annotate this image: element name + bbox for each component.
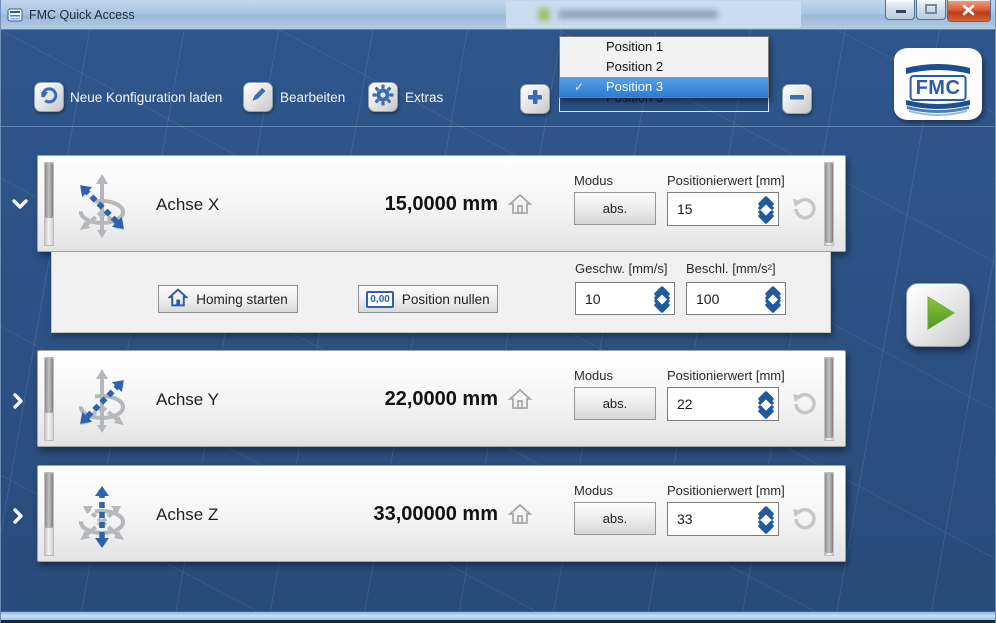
refresh-icon [38, 84, 60, 111]
home-status-icon [507, 502, 533, 531]
remove-position-button[interactable] [782, 84, 812, 114]
axis-name: Achse Y [156, 390, 220, 409]
target-label: Positionierwert [mm] [667, 173, 785, 188]
right-scroll-strip[interactable] [824, 357, 834, 441]
maximize-button[interactable] [916, 0, 946, 20]
redacted-text [558, 10, 718, 19]
scroll-handle[interactable] [45, 358, 53, 413]
position-zero-button[interactable]: 0,00 Position nullen [358, 285, 498, 313]
checkmark-icon: ✓ [574, 80, 585, 94]
edit-button[interactable] [243, 82, 273, 112]
dropdown-item-position-2[interactable]: Position 2 [606, 59, 664, 74]
accel-spinbox [686, 282, 786, 315]
axis-position-value: 15,0000 mm [384, 193, 498, 215]
axis-name: Achse Z [156, 505, 219, 524]
speed-label: Geschw. [mm/s] [575, 261, 668, 276]
dropdown-item-position-1[interactable]: Position 1 [606, 39, 664, 54]
right-scroll-strip[interactable] [824, 162, 834, 246]
load-config-button[interactable] [34, 82, 64, 112]
extras-label: Extras [405, 90, 444, 105]
window-bottom-edge [1, 620, 995, 623]
target-spinbox [667, 502, 779, 536]
redacted-title-text [506, 1, 801, 28]
undo-icon[interactable] [790, 391, 816, 422]
undo-icon[interactable] [790, 196, 816, 227]
spinner-arrows[interactable] [757, 195, 775, 230]
axis-xyz-icon [66, 168, 138, 245]
redacted-icon [538, 8, 550, 21]
left-scroll-strip[interactable] [44, 472, 54, 556]
expand-chevron-axis-y[interactable] [11, 392, 25, 415]
scroll-handle[interactable] [825, 473, 833, 553]
close-button[interactable] [947, 0, 991, 22]
homing-start-button[interactable]: Homing starten [158, 285, 298, 313]
expand-chevron-axis-z[interactable] [11, 507, 25, 530]
target-input[interactable] [668, 503, 756, 535]
axis-card-x: Achse X 15,0000 mm Modus abs. Positionie… [37, 155, 846, 252]
scroll-handle[interactable] [45, 473, 53, 528]
fmc-logo-text: FMC [909, 75, 967, 101]
modus-label: Modus [574, 173, 614, 188]
axis-card-z: Achse Z 33,00000 mm Modus abs. Positioni… [37, 465, 846, 562]
dropdown-item-position-3[interactable]: ✓ Position 3 [560, 77, 768, 97]
modus-label: Modus [574, 483, 614, 498]
modus-button[interactable]: abs. [574, 387, 656, 420]
window-title: FMC Quick Access [29, 8, 135, 22]
target-spinbox [667, 387, 779, 421]
right-scroll-strip[interactable] [824, 472, 834, 556]
app-icon [7, 7, 23, 28]
target-input[interactable] [668, 388, 756, 420]
gear-icon [372, 84, 394, 111]
modus-label: Modus [574, 368, 614, 383]
speed-spinbox [575, 282, 675, 315]
left-scroll-strip[interactable] [44, 357, 54, 441]
axis-xyz-icon [66, 478, 138, 555]
fmc-logo: FMC [894, 48, 982, 120]
modus-button[interactable]: abs. [574, 502, 656, 535]
extras-button[interactable] [368, 82, 398, 112]
toolbar-separator [1, 126, 995, 127]
home-status-icon [507, 387, 533, 416]
spinner-arrows[interactable] [653, 285, 671, 319]
start-motion-button[interactable] [906, 283, 970, 347]
target-label: Positionierwert [mm] [667, 368, 785, 383]
zero-icon: 0,00 [366, 290, 394, 308]
axis-x-detail-panel: Homing starten 0,00 Position nullen Gesc… [51, 252, 831, 333]
spinner-arrows[interactable] [764, 285, 782, 319]
home-status-icon [507, 192, 533, 221]
axis-card-y: Achse Y 22,0000 mm Modus abs. Positionie… [37, 350, 846, 447]
play-icon [916, 291, 960, 340]
axis-position-value: 33,00000 mm [373, 503, 498, 525]
target-input[interactable] [668, 193, 756, 225]
plus-icon [526, 88, 544, 111]
target-spinbox [667, 192, 779, 226]
accel-label: Beschl. [mm/s²] [686, 261, 776, 276]
load-config-label: Neue Konfiguration laden [70, 90, 223, 105]
axis-name: Achse X [156, 195, 220, 214]
minus-icon [788, 88, 806, 111]
scroll-handle[interactable] [45, 163, 53, 218]
scroll-handle[interactable] [825, 358, 833, 438]
home-icon [167, 288, 190, 310]
add-position-button[interactable] [520, 84, 550, 114]
spinner-arrows[interactable] [757, 390, 775, 425]
left-scroll-strip[interactable] [44, 162, 54, 246]
axis-xyz-icon [66, 363, 138, 440]
title-bar[interactable]: FMC Quick Access [1, 0, 995, 30]
accel-input[interactable] [687, 283, 766, 314]
undo-icon[interactable] [790, 506, 816, 537]
edit-label: Bearbeiten [280, 90, 346, 105]
speed-input[interactable] [576, 283, 655, 314]
axis-position-value: 22,0000 mm [384, 388, 498, 410]
target-label: Positionierwert [mm] [667, 483, 785, 498]
minimize-button[interactable] [885, 0, 915, 20]
modus-button[interactable]: abs. [574, 192, 656, 225]
pencil-icon [248, 85, 268, 110]
collapse-chevron-axis-x[interactable] [11, 197, 29, 216]
scroll-handle[interactable] [825, 163, 833, 243]
position-dropdown: Position 1 Position 2 ✓ Position 3 [559, 36, 769, 98]
spinner-arrows[interactable] [757, 505, 775, 540]
